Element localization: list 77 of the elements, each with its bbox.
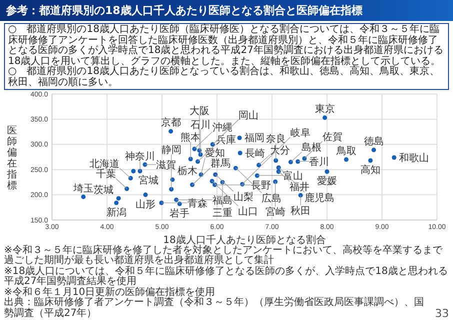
point	[371, 148, 376, 152]
annotation: 石川	[190, 119, 210, 132]
annotation: 宮崎	[265, 206, 286, 218]
annotation: 福井	[290, 180, 310, 193]
source-note: 出典：臨床研修修了者アンケート調査（令和３～５年）（厚生労働省医政局医事課調べ）、国勢調査（平成27年）	[4, 297, 425, 319]
annotation: 岐阜	[290, 126, 310, 139]
text: ※令和３～５年に臨床研修を修了した者を対象としたアンケートにおいて、高校等を卒業するまで過ごした期間が最も長い都道府県を出身都道府県として集計	[4, 244, 444, 266]
annotation: 奈良	[266, 132, 286, 145]
annotation: 滋賀	[156, 159, 176, 172]
annotation: 埼玉	[72, 182, 94, 194]
annotation: 新潟	[106, 206, 126, 218]
annotation: 福島	[212, 194, 232, 206]
annotation: 香川	[308, 156, 329, 168]
annotation: 熊本	[180, 132, 201, 144]
annotation: 和歌山	[399, 152, 430, 164]
annotation: 岡山	[238, 109, 259, 122]
point	[298, 193, 303, 198]
annotation: 山形	[136, 198, 156, 210]
point	[254, 173, 260, 178]
annotation: 大阪	[189, 104, 210, 117]
point	[273, 179, 278, 184]
annotation: 京都	[160, 116, 181, 129]
point	[368, 158, 373, 163]
annotation: 福岡	[244, 132, 265, 144]
point	[296, 159, 300, 164]
text: ○ 都道府県別の18歳人口あたり医師（臨床研修医）となる割合については、令和３～５年に臨床研修修了アンケートを回答した臨床研修医数（出身都道府県別）と、令和５年に臨床研修修了となる医師の多くが入学時点で18歳と思われる平成27年国勢調査における出身都道府県における18歳人口を用いて算出し、グラフの横軸とした。また、縦軸を医師偏在指標として示している。	[8, 24, 444, 66]
annotation: 佐賀	[322, 130, 342, 143]
point	[237, 136, 242, 140]
y-axis-title: 医師偏在指標	[6, 126, 17, 192]
annotation: 兵庫	[216, 134, 236, 146]
annotation: 栃木	[177, 165, 198, 178]
annotation: 岩手	[170, 207, 190, 220]
point	[169, 187, 174, 192]
text: ○ 都道府県別の18歳人口あたり医師となっている割合は、和歌山、徳島、高知、鳥取、東京、秋田、福岡の順に多い。	[8, 66, 440, 88]
annotation: 山口	[238, 206, 258, 218]
annotation: 山梨	[233, 190, 254, 203]
annotation: 東京	[314, 103, 335, 116]
annotation: 宮城	[138, 174, 158, 187]
point	[81, 194, 86, 200]
point	[238, 150, 242, 156]
point	[213, 172, 218, 177]
annotation: 鳥取	[335, 145, 356, 158]
annotation: 大分	[270, 144, 290, 156]
point	[322, 115, 328, 120]
annotation: 島根	[302, 142, 322, 154]
annotation: 秋田	[290, 204, 311, 217]
point	[116, 196, 121, 201]
point	[344, 157, 349, 162]
point	[174, 198, 179, 202]
annotation: 沖縄	[212, 121, 232, 134]
point	[392, 155, 396, 160]
annotation: 愛知	[205, 147, 226, 160]
point	[143, 192, 148, 198]
annotation: 長野	[250, 180, 271, 192]
text: ※18歳人口については、令和５年に臨床研修修了となる医師の多くが、入学時点で18歳と思われる平成27年国勢調査結果を使用	[4, 266, 449, 287]
annotation: 徳島	[364, 136, 384, 148]
annotation: 茨城	[94, 184, 114, 196]
point	[124, 186, 130, 192]
point	[324, 169, 330, 174]
annotation: 高知	[360, 164, 380, 176]
point	[131, 168, 136, 174]
annotation: 静岡	[161, 144, 182, 156]
annotation: 神奈川	[125, 150, 155, 163]
point	[168, 129, 174, 134]
annotation: 千葉	[96, 168, 116, 180]
annotation: 愛媛	[317, 175, 337, 188]
annotation: 富山	[283, 170, 304, 182]
x-axis-title: 18歳人口千人あたり医師となる割合	[163, 234, 326, 246]
text: 33	[435, 306, 449, 320]
annotation: 長崎	[245, 147, 266, 160]
annotation: 三重	[212, 206, 232, 219]
point	[114, 200, 119, 206]
annotation: 群馬	[210, 158, 230, 170]
text: ※令和６年１月10日更新の医師偏在指標を使用	[4, 286, 216, 298]
chart-title: 参考：都道府県別の18歳人口千人あたり医師となる割合と医師偏在指標	[0, 0, 453, 21]
annotation: 北海道	[90, 158, 120, 170]
annotation: 鹿児島	[304, 192, 335, 204]
